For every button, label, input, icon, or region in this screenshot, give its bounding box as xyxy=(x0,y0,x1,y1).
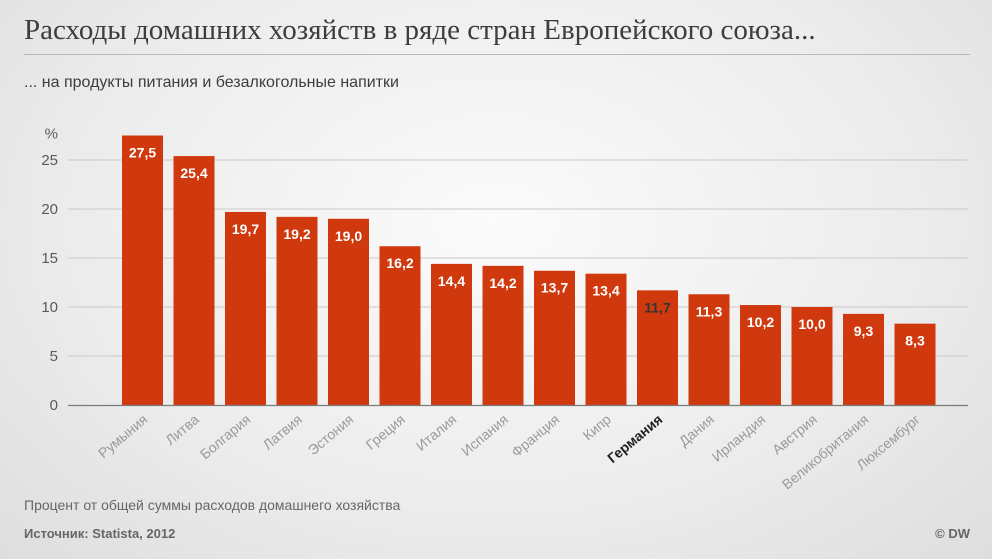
bar-value-label: 19,0 xyxy=(335,228,362,244)
y-axis-unit-label: % xyxy=(45,126,58,143)
bar-value-label: 19,2 xyxy=(283,226,310,242)
bar-value-label: 10,2 xyxy=(747,314,774,330)
chart-footnote: Процент от общей суммы расходов домашнег… xyxy=(24,497,401,513)
y-tick-label: 10 xyxy=(41,299,58,316)
bar-value-label: 16,2 xyxy=(386,255,413,271)
chart-title: Расходы домашних хозяйств в ряде стран Е… xyxy=(24,14,816,46)
bar-value-label: 13,4 xyxy=(592,283,619,299)
x-tick-label: Германия xyxy=(604,411,665,466)
bar-value-label: 27,5 xyxy=(129,145,156,161)
x-tick-label: Кипр xyxy=(580,411,614,444)
bar xyxy=(122,135,163,405)
bar xyxy=(740,305,781,405)
bar xyxy=(225,211,266,405)
bar xyxy=(328,218,369,405)
source-note: Источник: Statista, 2012 xyxy=(24,526,176,541)
x-tick-label: Греция xyxy=(363,411,408,453)
bar xyxy=(173,156,215,405)
y-tick-label: 15 xyxy=(41,250,58,267)
bar-value-label: 19,7 xyxy=(232,221,259,237)
x-tick-label: Эстония xyxy=(305,411,357,458)
bar-value-label: 11,7 xyxy=(644,299,671,315)
bar-value-label: 8,3 xyxy=(905,333,925,349)
bar xyxy=(534,270,575,405)
dw-credit: © DW xyxy=(935,526,970,541)
x-tick-label: Болгария xyxy=(197,411,254,462)
x-tick-label: Дания xyxy=(676,411,717,449)
x-tick-label: Румыния xyxy=(95,411,150,461)
bar xyxy=(482,265,524,405)
x-tick-label: Франция xyxy=(508,411,562,460)
bar xyxy=(585,273,627,405)
x-tick-label: Ирландия xyxy=(709,411,769,465)
bar xyxy=(843,313,884,405)
bar xyxy=(431,263,472,405)
y-tick-label: 20 xyxy=(41,201,58,218)
x-tick-label: Литва xyxy=(162,411,202,448)
bar-value-label: 14,2 xyxy=(489,275,516,291)
bar-value-label: 25,4 xyxy=(180,165,207,181)
title-divider xyxy=(24,54,970,55)
x-tick-label: Италия xyxy=(413,411,460,454)
chart-subtitle: ... на продукты питания и безалкогольные… xyxy=(24,74,399,91)
y-tick-label: 25 xyxy=(41,152,58,169)
bar-value-label: 13,7 xyxy=(541,280,568,296)
bar xyxy=(688,294,730,405)
bar-value-label: 10,0 xyxy=(798,316,825,332)
bar-value-label: 9,3 xyxy=(854,323,874,339)
x-tick-label: Латвия xyxy=(259,411,304,453)
bar xyxy=(276,216,318,405)
bar xyxy=(637,290,678,405)
x-tick-label: Великобритания xyxy=(779,411,872,492)
x-tick-label: Австрия xyxy=(769,411,820,457)
y-tick-label: 0 xyxy=(50,397,58,414)
bar-value-label: 11,3 xyxy=(696,303,723,319)
y-tick-label: 5 xyxy=(50,348,58,365)
bar xyxy=(894,323,936,405)
bar xyxy=(791,307,833,405)
x-tick-label: Испания xyxy=(458,411,511,459)
bar-value-label: 14,4 xyxy=(438,273,465,289)
bar xyxy=(379,246,421,405)
